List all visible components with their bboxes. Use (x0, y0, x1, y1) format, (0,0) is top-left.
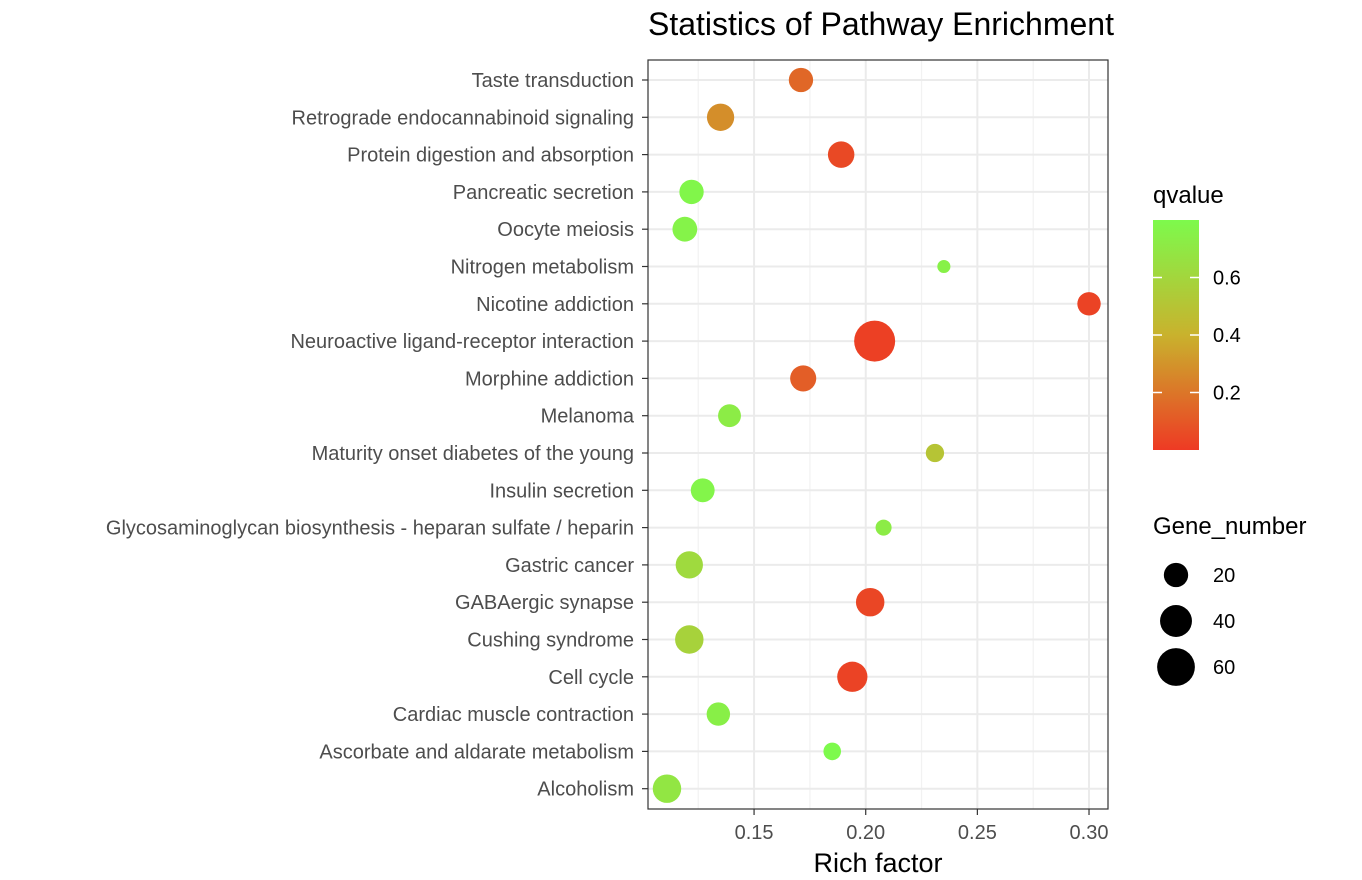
y-tick-label: Taste transduction (472, 70, 634, 92)
size-legend-label: 20 (1213, 565, 1235, 587)
data-point (925, 443, 945, 463)
y-tick-label: Pancreatic secretion (453, 182, 634, 204)
y-tick-label: Retrograde endocannabinoid signaling (292, 107, 634, 129)
data-point (672, 216, 698, 242)
y-tick-label: Neuroactive ligand-receptor interaction (290, 331, 634, 353)
data-point (823, 742, 842, 761)
plot-panel-border (647, 59, 1109, 810)
y-tick-label: Ascorbate and aldarate metabolism (319, 741, 634, 763)
y-tick-label: Insulin secretion (489, 480, 634, 502)
y-tick-label: Nicotine addiction (476, 294, 634, 316)
x-axis-labels: 0.15 0.20 0.25 0.30 (735, 809, 1109, 844)
data-point (854, 320, 896, 362)
size-legend-title: Gene_number (1153, 513, 1306, 540)
data-point (652, 774, 682, 803)
size-legend-label: 60 (1213, 657, 1235, 679)
grid (648, 60, 1108, 809)
y-tick-label: Gastric cancer (505, 555, 634, 577)
data-point (790, 365, 817, 392)
chart-title: Statistics of Pathway Enrichment (648, 6, 1114, 42)
x-tick-label: 0.20 (846, 822, 885, 844)
data-point (788, 67, 814, 93)
x-axis-title: Rich factor (813, 848, 942, 878)
size-legend-keys: 20 40 60 (1157, 562, 1235, 686)
x-tick-label: 0.25 (958, 822, 997, 844)
data-points (652, 67, 1101, 803)
data-point (875, 519, 892, 536)
data-point (718, 404, 741, 428)
color-legend-ticks: 0.2 0.4 0.6 (1153, 268, 1241, 405)
x-tick-label: 0.30 (1070, 822, 1109, 844)
size-legend-key (1157, 648, 1195, 686)
color-legend-label: 0.4 (1213, 325, 1241, 347)
y-tick-label: Cushing syndrome (467, 630, 634, 652)
data-point (1077, 292, 1101, 316)
size-legend-key (1160, 605, 1192, 637)
y-tick-label: Cell cycle (548, 667, 634, 689)
y-tick-label: Protein digestion and absorption (347, 145, 634, 167)
y-tick-label: Morphine addiction (465, 368, 634, 390)
x-tick-label: 0.15 (735, 822, 774, 844)
data-point (937, 259, 951, 274)
y-tick-label: Glycosaminoglycan biosynthesis - heparan… (106, 518, 634, 540)
data-point (690, 478, 715, 503)
data-point (837, 661, 868, 692)
size-legend-label: 40 (1213, 611, 1235, 633)
size-legend-key (1163, 562, 1189, 588)
data-point (855, 587, 885, 617)
data-point (675, 625, 704, 654)
data-point (706, 702, 731, 726)
y-tick-label: GABAergic synapse (455, 592, 634, 614)
data-point (679, 179, 704, 205)
y-tick-label: Oocyte meiosis (497, 219, 634, 241)
color-legend-title: qvalue (1153, 182, 1224, 209)
y-axis-labels: Taste transduction Retrograde endocannabi… (106, 70, 648, 801)
color-legend-label: 0.2 (1213, 383, 1241, 405)
color-legend-label: 0.6 (1213, 268, 1241, 290)
y-tick-label: Alcoholism (537, 779, 634, 801)
y-tick-label: Melanoma (541, 406, 635, 428)
data-point (675, 551, 703, 579)
y-tick-label: Nitrogen metabolism (451, 257, 634, 279)
y-tick-label: Maturity onset diabetes of the young (312, 443, 634, 465)
y-tick-label: Cardiac muscle contraction (393, 704, 634, 726)
data-point (827, 141, 855, 168)
data-point (706, 103, 735, 131)
